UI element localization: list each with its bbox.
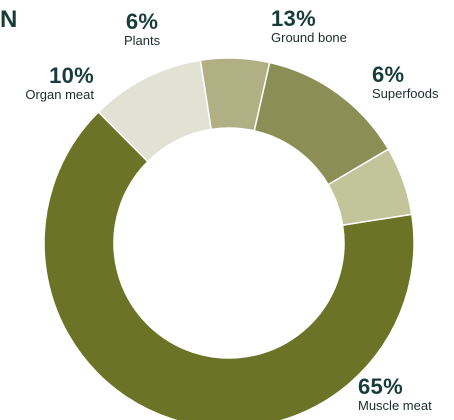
slice-label-organ-meat: 10% Organ meat (2, 63, 94, 102)
slice-ground-bone (253, 61, 390, 186)
slice-value-organ-meat: 10% (49, 63, 94, 88)
slice-value-plants: 6% (125, 9, 159, 34)
slice-value-muscle-meat: 65% (358, 374, 403, 399)
slice-label-plants: 6% Plants (124, 9, 161, 48)
slice-name-plants: Plants (124, 33, 161, 48)
slice-muscle-meat (43, 110, 415, 420)
slice-label-ground-bone: 13% Ground bone (271, 6, 347, 45)
slice-name-organ-meat: Organ meat (25, 87, 94, 102)
slice-value-superfoods: 6% (372, 62, 405, 87)
slice-value-ground-bone: 13% (271, 6, 316, 31)
slice-label-muscle-meat: 65% Muscle meat (358, 374, 432, 413)
slice-name-superfoods: Superfoods (372, 86, 439, 101)
slice-name-ground-bone: Ground bone (271, 30, 347, 45)
slice-name-muscle-meat: Muscle meat (358, 398, 432, 413)
heading-fragment: N (0, 6, 18, 33)
slice-label-superfoods: 6% Superfoods (372, 62, 439, 101)
